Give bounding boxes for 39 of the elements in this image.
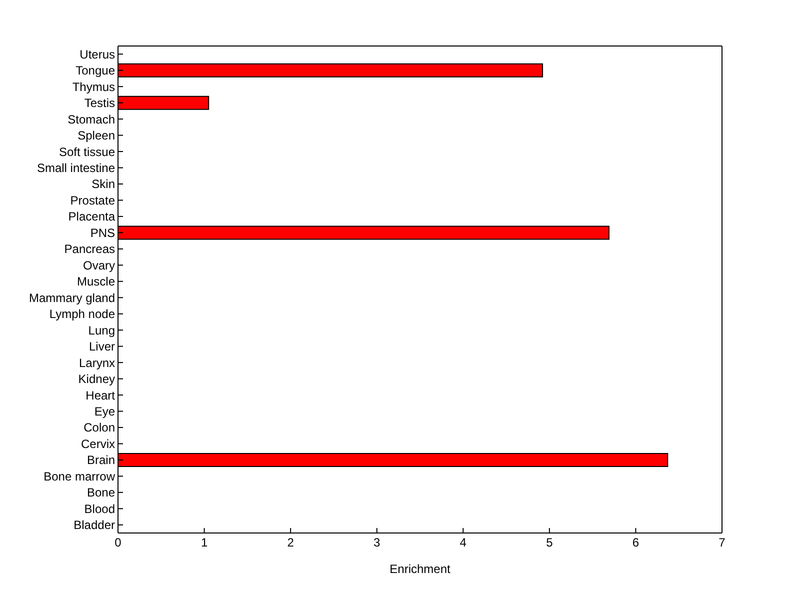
y-tick-label: Brain	[86, 453, 115, 468]
y-tick-label: Bone marrow	[44, 469, 116, 484]
x-tick-label: 2	[287, 536, 294, 550]
x-tick-label: 6	[632, 536, 640, 550]
y-tick-label: Kidney	[78, 372, 115, 386]
y-tick-label: Heart	[86, 388, 116, 402]
y-tick-label: Soft tissue	[58, 144, 116, 159]
y-tick-label: Liver	[88, 340, 115, 354]
y-tick-label: Larynx	[78, 356, 115, 370]
y-tick-label: Eye	[94, 404, 116, 419]
x-tick-label: 3	[374, 536, 381, 550]
x-tick-label: 7	[718, 536, 726, 550]
y-tick-label: Thymus	[72, 80, 115, 94]
y-tick-label: Muscle	[76, 274, 116, 289]
y-tick-label: Small intestine	[36, 161, 116, 176]
y-tick-label: Tongue	[76, 64, 116, 78]
y-tick-label: Prostate	[70, 193, 116, 208]
y-tick-label: PNS	[90, 226, 115, 240]
y-tick-label: Spleen	[78, 128, 115, 143]
y-tick-label: Lung	[88, 323, 115, 338]
x-tick-label: 0	[114, 536, 122, 550]
y-tick-label: Skin	[92, 177, 115, 192]
y-tick-label: Bladder	[74, 518, 115, 532]
y-tick-label: Lymph node	[49, 307, 116, 322]
x-axis-title: Enrichment	[390, 562, 452, 576]
y-tick-label: Ovary	[82, 258, 115, 272]
y-tick-label: Colon	[84, 420, 115, 435]
y-tick-label: Stomach	[68, 112, 115, 126]
y-tick-label: Mammary gland	[28, 290, 115, 305]
y-tick-label: Pancreas	[64, 242, 115, 256]
x-tick-label: 1	[200, 536, 208, 550]
y-tick-label: Uterus	[80, 47, 115, 62]
y-tick-label: Placenta	[68, 210, 116, 224]
x-tick-label: 4	[460, 536, 467, 550]
y-tick-label: Bone	[86, 486, 116, 500]
y-tick-label: Blood	[84, 502, 115, 516]
y-tick-label: Testis	[84, 96, 115, 110]
y-tick-label: Cervix	[80, 436, 115, 451]
x-tick-label: 5	[546, 536, 554, 550]
